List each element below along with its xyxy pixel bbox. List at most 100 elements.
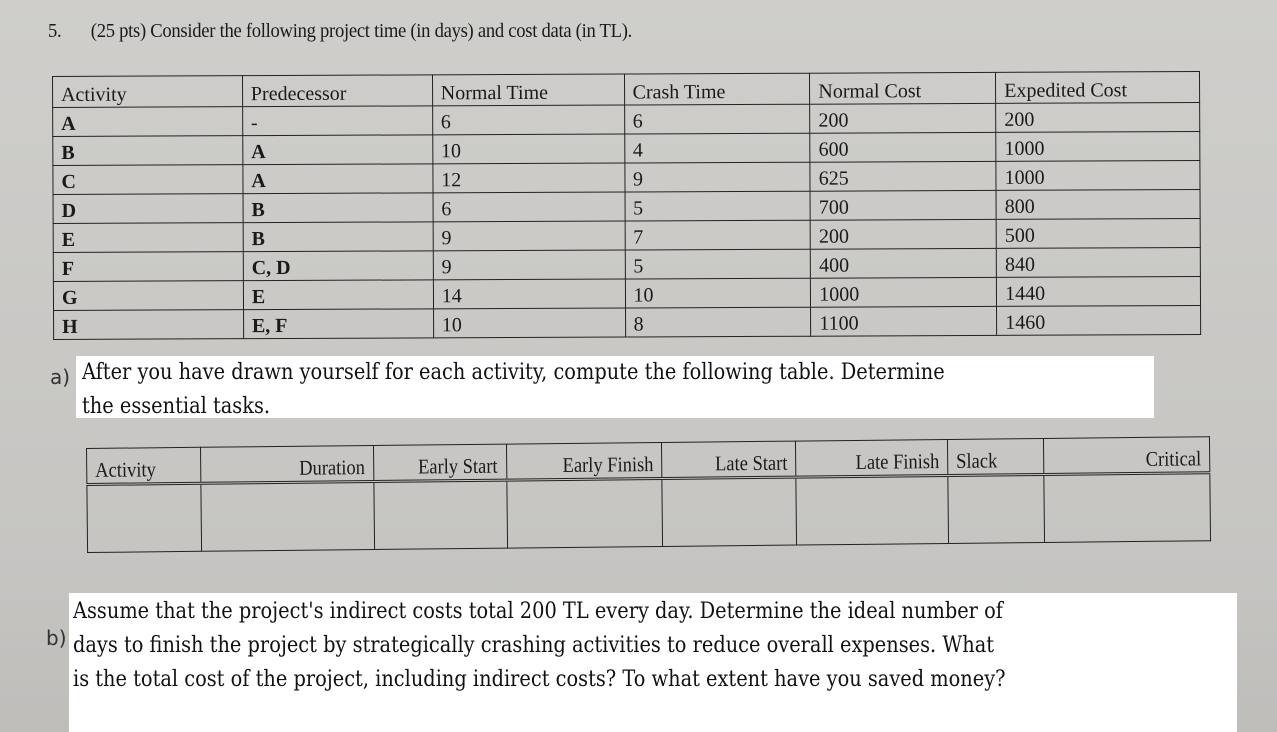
cell-crash-time: 4: [624, 133, 811, 164]
part-a-line-1: After you have drawn yourself for each a…: [82, 360, 945, 385]
cell-activity: F: [53, 251, 244, 282]
header-crash-time: Crash Time: [624, 73, 810, 106]
header-duration-label: Duration: [299, 455, 366, 480]
answer-cell-early-start: [373, 480, 508, 550]
cell-normal-cost: 200: [810, 219, 997, 250]
header-predecessor: Predecessor: [242, 74, 433, 107]
answer-table-row: [86, 472, 1211, 553]
part-a-instructions: After you have drawn yourself for each a…: [76, 356, 1154, 419]
cell-activity: C: [52, 164, 243, 195]
header-slack: Slack: [947, 438, 1044, 476]
cell-crash-time: 5: [624, 249, 811, 280]
cell-expedited-cost: 1000: [995, 131, 1200, 162]
table-row: G E 14 10 1000 1440: [53, 276, 1201, 311]
cell-activity: E: [53, 222, 244, 253]
question-heading: 5. (25 pts) Consider the following projec…: [48, 20, 632, 43]
cell-normal-cost: 625: [810, 161, 997, 192]
cell-expedited-cost: 200: [995, 102, 1200, 133]
answer-cell-duration: [200, 481, 375, 552]
cell-predecessor: B: [242, 192, 433, 223]
cell-expedited-cost: 1000: [996, 160, 1201, 191]
question-text: (25 pts) Consider the following project …: [90, 20, 632, 42]
header-normal-cost: Normal Cost: [809, 72, 996, 105]
table-row: D B 6 5 700 800: [53, 189, 1201, 224]
header-early-finish: Early Finish: [506, 442, 663, 481]
cell-crash-time: 5: [624, 191, 811, 222]
header-early-start: Early Start: [373, 444, 507, 482]
header-late-start: Late Start: [661, 441, 797, 479]
part-b-line-3: is the total cost of the project, includ…: [73, 667, 1006, 692]
answer-cell-critical: [1043, 472, 1211, 543]
answer-cell-early-finish: [506, 478, 664, 549]
cell-predecessor: B: [242, 221, 433, 252]
cell-crash-time: 7: [624, 220, 811, 251]
cell-predecessor: E: [243, 279, 434, 310]
part-b-instructions: Assume that the project's indirect costs…: [69, 593, 1237, 732]
part-a-line-2: the essential tasks.: [82, 394, 271, 419]
cell-normal-time: 14: [433, 279, 626, 309]
cell-activity: G: [53, 280, 244, 311]
cell-expedited-cost: 840: [996, 247, 1201, 278]
header-activity: Activity: [86, 447, 201, 485]
table-header-row: Activity Predecessor Normal Time Crash T…: [52, 71, 1200, 108]
cell-normal-time: 12: [432, 163, 625, 193]
cell-expedited-cost: 500: [996, 218, 1201, 249]
cell-activity: H: [53, 309, 244, 340]
project-data-table: Activity Predecessor Normal Time Crash T…: [52, 71, 1201, 340]
header-late-finish: Late Finish: [795, 439, 948, 478]
header-critical-label: Critical: [1145, 446, 1202, 471]
part-b-line-1: Assume that the project's indirect costs…: [73, 599, 1003, 624]
table-row: B A 10 4 600 1000: [52, 131, 1200, 166]
cell-activity: A: [52, 106, 243, 137]
answer-cell-late-finish: [796, 475, 949, 546]
cell-predecessor: -: [242, 105, 433, 136]
cell-normal-time: 9: [432, 221, 625, 251]
cell-predecessor: E, F: [243, 308, 434, 339]
cpm-answer-table: Activity Duration Early Start Early Fini…: [86, 436, 1211, 553]
header-slack-label: Slack: [956, 448, 998, 473]
header-duration: Duration: [200, 445, 374, 484]
table-row: F C, D 9 5 400 840: [53, 247, 1201, 282]
cell-normal-cost: 400: [810, 248, 997, 279]
header-early-start-label: Early Start: [418, 453, 498, 479]
cell-crash-time: 8: [625, 307, 811, 338]
cell-crash-time: 10: [624, 278, 811, 309]
cell-expedited-cost: 800: [996, 189, 1201, 220]
cell-crash-time: 9: [624, 162, 811, 193]
cell-normal-cost: 200: [809, 103, 996, 134]
header-expedited-cost: Expedited Cost: [995, 71, 1200, 104]
part-a-label: a): [50, 365, 71, 389]
cell-normal-time: 6: [432, 105, 625, 135]
cell-expedited-cost: 1460: [996, 305, 1201, 336]
cell-normal-cost: 1100: [810, 306, 997, 337]
cell-normal-cost: 600: [810, 132, 997, 163]
cell-normal-cost: 700: [810, 190, 997, 221]
answer-cell-slack: [947, 474, 1045, 544]
header-critical: Critical: [1043, 436, 1210, 475]
part-b-line-2: days to finish the project by strategica…: [73, 633, 995, 658]
cell-activity: D: [53, 193, 243, 224]
answer-cell-late-start: [662, 477, 797, 547]
part-b-label: b): [46, 626, 67, 650]
table-row: E B 9 7 200 500: [53, 218, 1201, 253]
cell-normal-time: 6: [432, 192, 625, 222]
table-row: H E, F 10 8 1100 1460: [53, 305, 1201, 340]
cell-normal-time: 10: [433, 308, 626, 338]
header-activity-label: Activity: [95, 457, 156, 482]
question-number: 5.: [48, 20, 62, 42]
header-activity: Activity: [52, 75, 243, 108]
answer-cell-activity: [86, 483, 202, 553]
table-row: A - 6 6 200 200: [52, 102, 1200, 137]
header-normal-time: Normal Time: [432, 74, 625, 106]
cell-predecessor: A: [242, 163, 433, 194]
header-early-finish-label: Early Finish: [562, 452, 654, 478]
cell-predecessor: A: [242, 134, 433, 165]
cell-crash-time: 6: [624, 104, 811, 135]
cell-normal-time: 9: [432, 250, 625, 280]
cell-normal-cost: 1000: [810, 277, 997, 308]
cell-predecessor: C, D: [243, 250, 434, 281]
header-late-start-label: Late Start: [715, 450, 788, 476]
cell-expedited-cost: 1440: [996, 276, 1201, 307]
table-row: C A 12 9 625 1000: [52, 160, 1201, 195]
cell-activity: B: [52, 135, 243, 166]
